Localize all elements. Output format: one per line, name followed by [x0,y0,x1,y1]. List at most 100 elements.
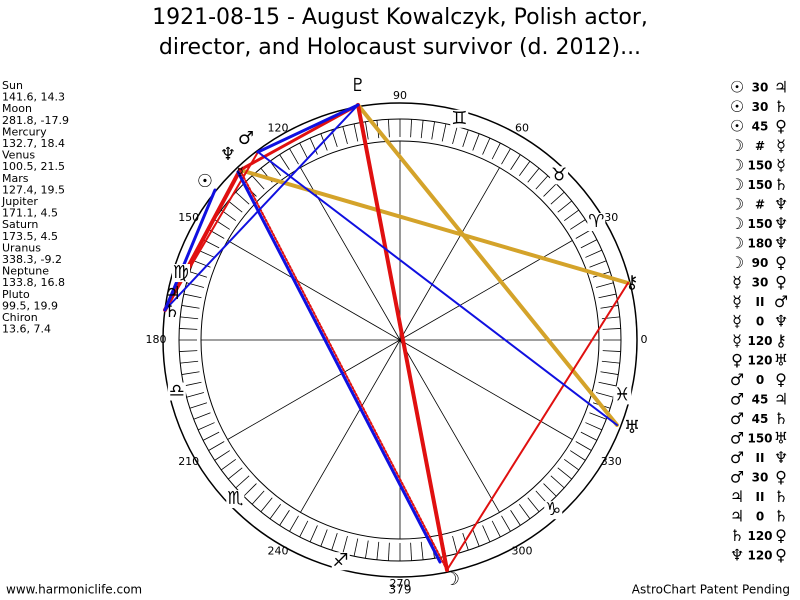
band-tick [491,520,501,538]
sign-bg [172,264,191,283]
zodiac-sign: ♈ [588,211,604,232]
aspect-angle: II [756,295,765,309]
band-tick [197,422,215,431]
aspect-from: ☽ [730,253,744,272]
aspect-to: ♅ [774,429,788,448]
planet-position: 100.5, 21.5 [2,160,65,173]
aspect-to: ♀ [775,370,787,389]
aspect-from: ♂ [730,468,744,487]
planet-glyph: ♅ [624,417,640,438]
aspect-from: ☽ [730,175,744,194]
band-tick [482,525,491,543]
spoke [399,339,573,440]
planet-glyph: ♂ [238,128,254,149]
aspect-from: ☽ [730,214,744,233]
band-tick [472,133,480,151]
band-tick [214,450,230,461]
planet-name: Mars [2,172,29,185]
band-tick [491,142,501,160]
aspect-line [164,104,359,311]
aspect-angle: 120 [747,529,772,543]
degree-label: 90 [393,89,407,102]
band-tick [353,538,359,557]
spoke [399,167,500,341]
aspect-angle: # [755,139,765,153]
spoke [300,339,401,513]
aspect-from: ♃ [730,487,744,506]
aspect-angle: 0 [756,315,764,329]
band-tick [598,381,617,387]
aspect-angle: 30 [752,81,769,95]
aspect-line [163,168,242,312]
aspect-to: ♅ [774,351,788,370]
aspect-line [256,103,360,154]
sign-bg [550,166,569,185]
aspect-angle: 150 [747,178,772,192]
aspect-to: ♃ [774,78,788,97]
band-tick [269,503,282,520]
degree-label: 0 [641,333,648,346]
footer-link: www.harmoniclife.com [6,583,142,597]
planet-glyph: ☽ [444,569,460,590]
aspect-to: ♀ [775,117,787,136]
band-tick [208,441,225,451]
aspect-angle: II [756,451,765,465]
planet-position: 99.5, 19.9 [2,299,58,312]
aspect-from: ♂ [730,390,744,409]
band-tick [189,402,208,409]
band-tick [376,541,380,560]
aspect-angle: # [755,198,765,212]
planet-name: Sun [2,79,23,92]
planet-name: Pluto [2,288,30,301]
band-tick [180,360,199,364]
planet-position: 141.6, 14.3 [2,91,65,104]
band-tick [243,483,257,497]
planet-name: Mercury [2,125,47,138]
aspect-to: ☿ [776,136,786,155]
sign-bg [587,213,606,232]
aspect-angle: 150 [747,217,772,231]
planet-glyph: ♇ [350,75,366,96]
band-tick [251,175,265,190]
planet-position: 13.6, 7.4 [2,323,51,336]
band-tick [431,121,435,140]
aspect-to: ♄ [774,507,788,526]
aspect-from: ☿ [732,331,742,350]
band-tick [550,475,565,489]
degree-label: 30 [604,211,618,224]
planet-glyph: ☉ [197,171,213,192]
planet-position: 171.1, 4.5 [2,207,58,220]
aspect-to: ♆ [774,448,788,467]
band-tick [179,350,198,352]
planet-glyph: ♆ [220,144,236,165]
aspect-to: ♆ [774,214,788,233]
aspect-angle: II [756,490,765,504]
band-tick [543,483,557,497]
band-tick [299,520,309,538]
degree-label: 330 [601,455,622,468]
degree-label: 60 [515,122,529,135]
planet-name: Moon [2,102,32,115]
band-tick [510,154,521,170]
aspect-line [446,282,629,571]
band-tick [563,458,580,471]
aspect-from: ☿ [732,292,742,311]
title-line: director, and Holocaust survivor (d. 201… [159,35,641,60]
aspect-angle: 30 [752,471,769,485]
sign-bg [544,501,563,520]
aspect-line [239,169,448,571]
aspect-from: ☽ [730,136,744,155]
band-tick [320,529,328,547]
aspect-from: ♂ [730,409,744,428]
band-tick [570,219,586,230]
band-tick [289,148,299,165]
sign-bg [167,382,186,401]
aspect-to: ♀ [775,273,787,292]
planet-glyph: ♄ [164,301,180,322]
band-tick [535,175,549,190]
band-tick [420,120,424,139]
aspect-angle: 120 [747,354,772,368]
band-tick [585,249,603,258]
band-tick [452,535,458,554]
band-tick [462,129,469,148]
